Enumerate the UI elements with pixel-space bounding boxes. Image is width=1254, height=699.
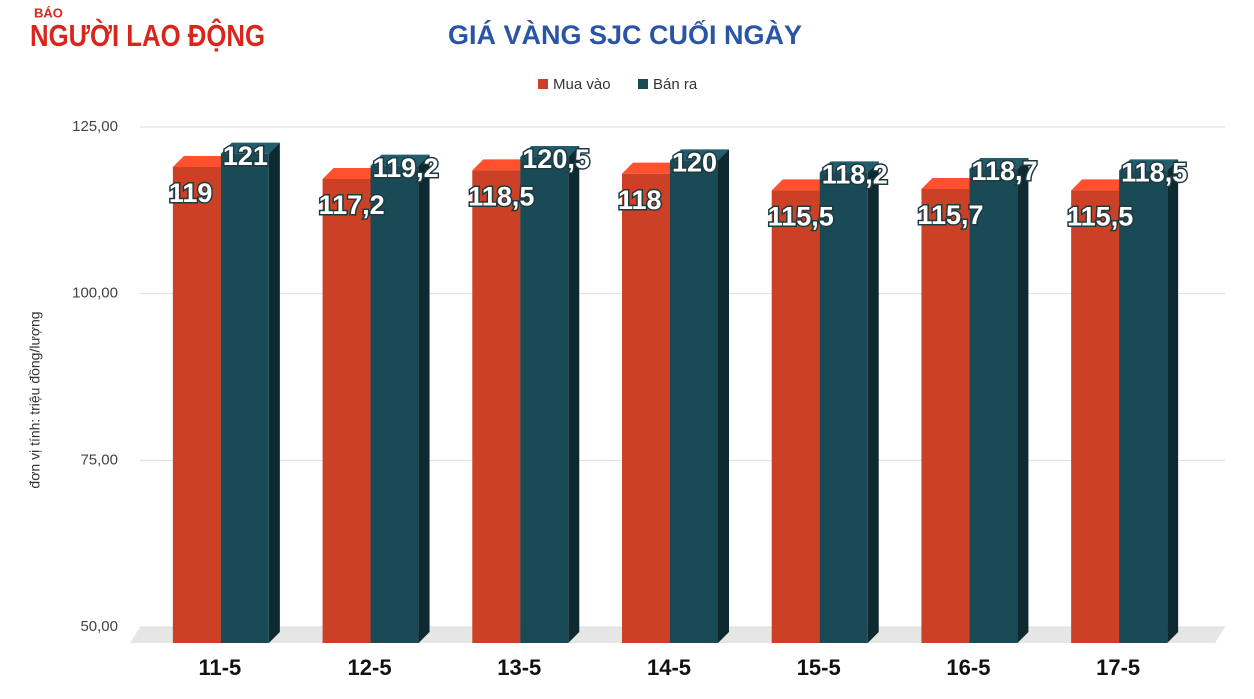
value-label: 120	[672, 147, 717, 177]
value-label: 120,5	[522, 144, 590, 174]
x-tick-label: 15-5	[797, 655, 841, 680]
value-label: 119,2	[373, 153, 439, 183]
bar-top	[622, 162, 681, 174]
bar	[322, 179, 371, 643]
y-tick-label: 100,00	[72, 285, 118, 302]
value-label: 118	[618, 185, 662, 215]
bar-top	[172, 156, 232, 167]
bar-top	[921, 178, 981, 189]
bar-side	[1017, 158, 1029, 643]
value-label: 119	[169, 178, 213, 208]
legend-label: Bán ra	[653, 76, 698, 93]
legend-swatch	[638, 79, 648, 89]
chart-title: GIÁ VÀNG SJC CUỐI NGÀY	[448, 18, 802, 50]
bar	[472, 170, 521, 644]
value-label: 117,2	[319, 190, 385, 220]
bar	[1071, 190, 1120, 644]
legend-label: Mua vào	[553, 76, 611, 93]
bar	[771, 190, 820, 644]
value-label: 118,5	[468, 181, 534, 211]
bar-side	[1167, 159, 1179, 644]
bar-top	[472, 159, 532, 171]
value-label: 118,7	[971, 156, 1037, 186]
y-axis-title: đơn vị tính: triệu đồng/lượng	[27, 311, 43, 488]
bar	[921, 189, 970, 643]
bar-top	[1071, 179, 1131, 191]
bar-side	[718, 149, 729, 644]
value-label: 118,5	[1121, 157, 1187, 187]
bar-side	[418, 154, 430, 643]
bar-top	[969, 158, 1029, 169]
x-tick-label: 13-5	[497, 655, 541, 680]
bar-top	[1119, 159, 1179, 171]
value-label: 115,5	[1067, 201, 1133, 231]
logo-name: NGƯỜI LAO ĐỘNG	[30, 17, 265, 53]
bar	[969, 169, 1018, 643]
bar-top	[322, 168, 382, 179]
bar	[370, 165, 419, 643]
x-tick-label: 16-5	[946, 655, 990, 680]
value-label: 118,2	[822, 159, 888, 189]
y-tick-label: 75,00	[80, 451, 118, 468]
bar-side	[568, 146, 580, 643]
bar	[1119, 170, 1168, 644]
bar	[819, 172, 868, 644]
legend-swatch	[538, 79, 548, 89]
x-tick-label: 17-5	[1096, 655, 1140, 680]
bar-top	[520, 146, 580, 157]
x-tick-label: 12-5	[348, 655, 392, 680]
bar-side	[867, 161, 879, 644]
bar	[520, 157, 569, 643]
bar-top	[220, 142, 280, 154]
bar-side	[268, 142, 280, 643]
bar	[670, 160, 718, 644]
bar-top	[370, 154, 430, 166]
value-label: 121	[223, 141, 268, 171]
y-tick-label: 50,00	[80, 618, 118, 635]
bar	[172, 167, 221, 643]
bar	[220, 153, 269, 643]
bar-top	[670, 149, 729, 161]
x-tick-label: 14-5	[647, 655, 691, 680]
value-label: 115,7	[917, 200, 983, 230]
logo-small: BÁO	[34, 5, 63, 20]
value-label: 115,5	[768, 201, 834, 231]
y-tick-label: 125,00	[72, 118, 118, 135]
x-tick-label: 11-5	[198, 655, 241, 680]
bar	[622, 173, 670, 643]
bar-top	[819, 161, 879, 173]
bar-top	[771, 179, 831, 191]
